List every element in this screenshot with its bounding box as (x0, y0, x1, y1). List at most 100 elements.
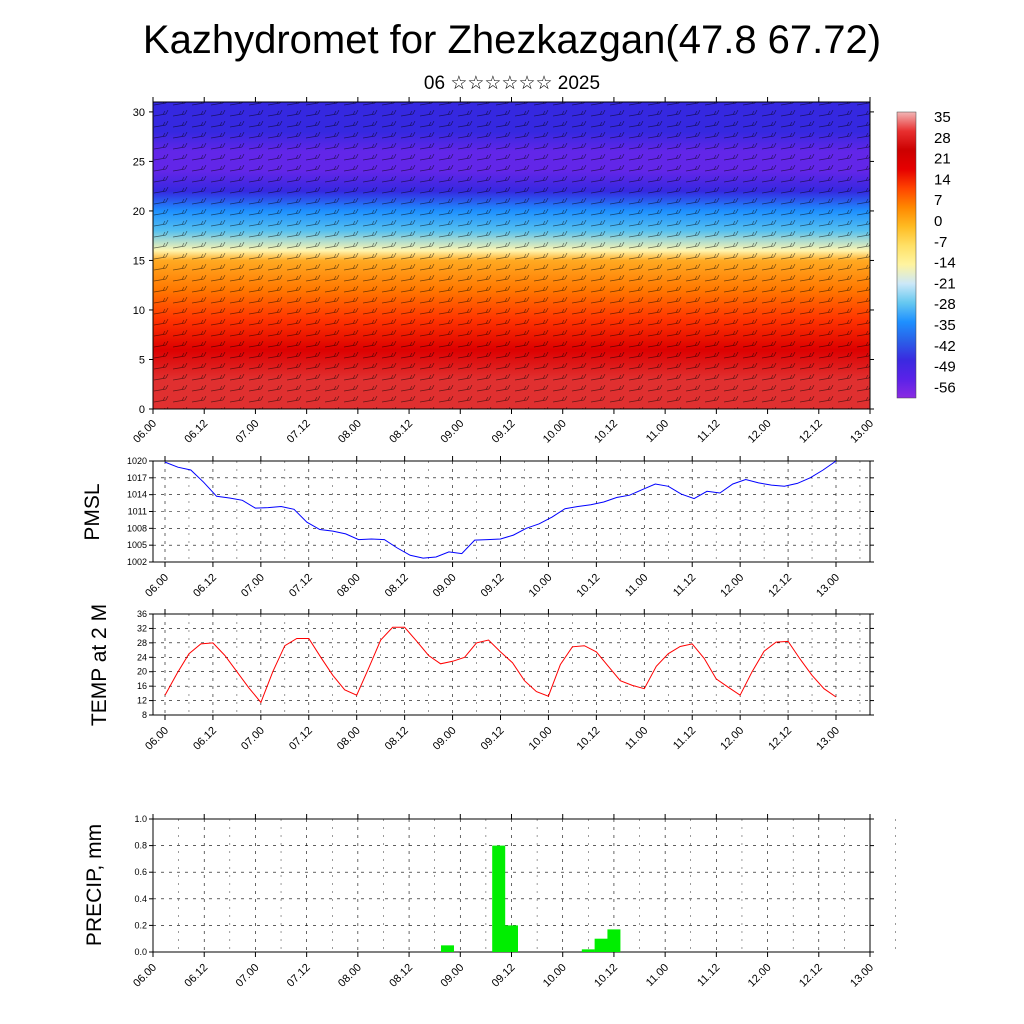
pmsl-panel: 1002 1005 1008 1011 1014 1017 1020 06.00 06.12 0… (81, 456, 874, 600)
temp-x-tick-label: 09.00 (431, 725, 459, 753)
pmsl-x-tick-label: 08.00 (335, 572, 363, 600)
temp-x-tick-label: 06.00 (143, 725, 171, 753)
precip-x-tick-label: 12.12 (797, 962, 825, 990)
cross-section-x-tick-label: 12.00 (746, 418, 774, 446)
precip-bar (594, 938, 608, 952)
pmsl-x-tick-label: 06.00 (143, 572, 171, 600)
temp-y-tick-label: 36 (137, 609, 147, 619)
pmsl-x-tick-label: 11.12 (671, 572, 698, 599)
precip-bar (607, 929, 621, 952)
cross-section-x-tick-label: 06.12 (182, 418, 210, 446)
pmsl-y-tick-label: 1008 (127, 523, 147, 533)
precip-y-tick-label: 0.0 (134, 947, 147, 957)
temp-x-tick-label: 06.12 (191, 725, 219, 753)
precip-bar (440, 945, 454, 952)
colorbar: 35 28 21 14 7 0 -7 -14 -21 -28 -35 -42 -49 -56 (896, 109, 956, 399)
temp-x-tick-label: 13.00 (814, 725, 842, 753)
cross-section-x-tick-label: 07.12 (285, 418, 313, 446)
pmsl-x-tick-label: 13.00 (814, 572, 842, 600)
temp-y-tick-label: 20 (137, 667, 147, 677)
precip-x-tick-label: 10.12 (592, 962, 620, 990)
cross-section-x-tick-label: 09.12 (490, 418, 518, 446)
precip-x-tick-label: 09.00 (438, 962, 466, 990)
chart-title: Kazhydromet for Zhezkazgan(47.8 67.72) (142, 18, 882, 62)
precip-bar (505, 925, 518, 952)
colorbar-label: 28 (934, 130, 951, 147)
cross-section-x-tick-label: 12.12 (797, 418, 825, 446)
cross-section-x-tick-label: 09.00 (438, 418, 466, 446)
colorbar-label: -56 (934, 379, 956, 396)
temp-x-tick-label: 09.12 (479, 725, 507, 753)
cross-section-x-tick-label: 07.00 (234, 418, 262, 446)
pmsl-series-line (164, 460, 837, 559)
pmsl-y-tick-label: 1017 (127, 473, 147, 483)
precip-x-tick-label: 10.00 (541, 962, 569, 990)
cross-section-panel: 0 5 10 15 20 25 30 06.00 06.12 07.00 07.12 08.00 08… (131, 97, 876, 446)
temp-y-tick-label: 12 (137, 696, 147, 706)
temp-x-tick-label: 10.00 (527, 725, 555, 753)
precip-x-tick-label: 11.00 (644, 962, 671, 989)
colorbar-label: 14 (934, 171, 951, 188)
pmsl-y-axis: 1002 1005 1008 1011 1014 1017 1020 (127, 456, 874, 567)
temp-y-tick-label: 28 (137, 638, 147, 648)
pmsl-x-tick-label: 07.00 (239, 572, 267, 600)
temp-x-tick-label: 07.00 (239, 725, 267, 753)
temp-x-tick-label: 11.12 (671, 725, 698, 752)
cross-section-y-tick-label: 5 (139, 354, 145, 366)
temp-y-tick-label: 24 (137, 652, 147, 662)
precip-x-tick-label: 08.00 (336, 962, 364, 990)
temp-x-tick-label: 08.00 (335, 725, 363, 753)
pmsl-x-tick-label: 11.00 (623, 572, 650, 599)
temp-ylabel: TEMP at 2 M (88, 604, 111, 726)
colorbar-label: 35 (934, 109, 951, 126)
cross-section-x-tick-label: 11.00 (644, 418, 671, 445)
cross-section-y-tick-label: 15 (133, 255, 145, 267)
colorbar-label: -21 (934, 275, 956, 292)
precip-y-tick-label: 1.0 (134, 814, 147, 824)
colorbar-label: 7 (934, 192, 942, 209)
cross-section-x-tick-label: 10.00 (541, 418, 569, 446)
precip-y-tick-label: 0.8 (134, 841, 147, 851)
temp-y-tick-label: 8 (142, 710, 147, 720)
colorbar-label: -28 (934, 296, 956, 313)
temp-grid (153, 614, 870, 715)
precip-y-axis: 0.0 0.2 0.4 0.6 0.8 1.0 (134, 814, 874, 957)
cross-section-y-tick-label: 25 (133, 156, 145, 168)
pmsl-x-tick-label: 10.12 (575, 572, 603, 600)
cross-section-x-tick-label: 06.00 (131, 418, 159, 446)
precip-panel: 0.0 0.2 0.4 0.6 0.8 1.0 06.00 06.12 07.00 07.12 0… (83, 814, 896, 990)
colorbar-fill (896, 111, 917, 399)
precip-bar (581, 949, 595, 952)
cross-section-x-tick-label: 13.00 (848, 418, 876, 446)
pmsl-x-tick-label: 12.12 (766, 572, 794, 600)
cross-section-x-tick-label: 10.12 (592, 418, 620, 446)
temp-x-tick-label: 11.00 (623, 725, 650, 752)
cross-section-y-tick-label: 10 (133, 305, 145, 317)
cross-section-y-tick-label: 20 (133, 206, 145, 218)
precip-x-tick-label: 12.00 (746, 962, 774, 990)
temp-x-tick-label: 10.12 (575, 725, 603, 753)
pmsl-x-tick-label: 12.00 (718, 572, 746, 600)
colorbar-label: -7 (934, 234, 947, 251)
pmsl-y-tick-label: 1011 (128, 507, 147, 517)
pmsl-y-tick-label: 1005 (127, 540, 147, 550)
precip-x-tick-label: 13.00 (848, 962, 876, 990)
precip-x-tick-label: 08.12 (387, 962, 415, 990)
pmsl-x-tick-label: 10.00 (527, 572, 555, 600)
colorbar-label: -14 (934, 255, 956, 272)
colorbar-label: -42 (934, 338, 956, 355)
pmsl-y-tick-label: 1020 (127, 456, 147, 466)
pmsl-ylabel: PMSL (81, 483, 104, 540)
pmsl-y-tick-label: 1014 (127, 490, 147, 500)
cross-section-x-tick-label: 11.12 (695, 418, 722, 445)
colorbar-labels: 35 28 21 14 7 0 -7 -14 -21 -28 -35 -42 -49 -56 (934, 109, 956, 396)
pmsl-x-tick-label: 06.12 (191, 572, 219, 600)
precip-x-tick-label: 11.12 (695, 962, 722, 989)
pmsl-grid (153, 461, 870, 562)
precip-ylabel: PRECIP, mm (83, 824, 106, 946)
precip-y-tick-label: 0.4 (134, 894, 147, 904)
colorbar-label: -35 (934, 317, 956, 334)
pmsl-x-tick-label: 08.12 (383, 572, 411, 600)
precip-y-tick-label: 0.6 (134, 867, 147, 877)
